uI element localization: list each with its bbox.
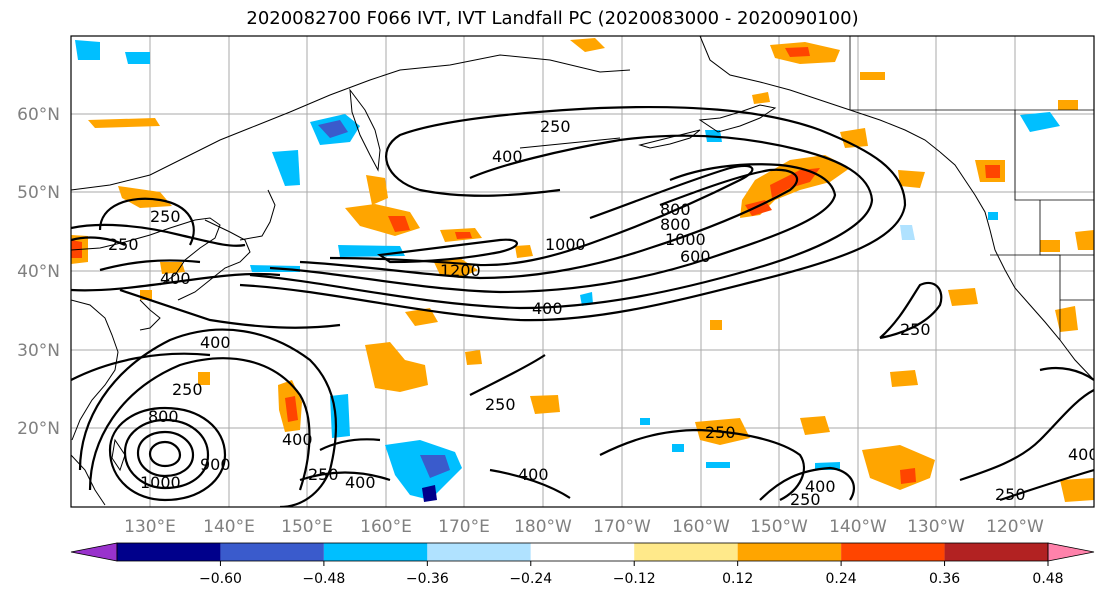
colorbar-segment <box>841 543 945 561</box>
colorbar-segment <box>634 543 738 561</box>
colorbar-segment <box>427 543 531 561</box>
lon-label: 120°W <box>986 517 1044 537</box>
contour-label: 400 <box>282 430 313 449</box>
colorbar-tick-label: −0.48 <box>302 571 345 587</box>
colorbar-tick-label: 0.12 <box>722 571 753 587</box>
contour-label: 250 <box>790 490 821 509</box>
contour-label: 400 <box>532 299 563 318</box>
colorbar-extend-max <box>1047 542 1095 562</box>
colorbar-segment <box>220 543 324 561</box>
colorbar-segment <box>323 543 428 561</box>
contour-label: 600 <box>680 247 711 266</box>
political-borders <box>849 36 1094 340</box>
contour-label: 400 <box>518 465 549 484</box>
colorbar-tick-label: −0.36 <box>406 571 449 587</box>
colorbar-segment <box>117 543 221 561</box>
latitude-labels: 60°N 50°N 40°N 30°N 20°N <box>17 105 60 439</box>
contour-label: 1000 <box>545 235 586 254</box>
contour-label: 250 <box>108 235 139 254</box>
colorbar-tick-label: −0.60 <box>199 571 242 587</box>
contour-label: 1000 <box>665 230 706 249</box>
contour-label: 400 <box>345 473 376 492</box>
contour-label: 250 <box>172 380 203 399</box>
ivt-contours <box>71 105 1094 507</box>
colorbar-segment <box>737 543 842 561</box>
lon-label: 170°W <box>593 517 651 537</box>
colorbar-outline <box>116 542 1049 562</box>
lon-label: 140°W <box>829 517 887 537</box>
lon-label: 170°E <box>438 517 490 537</box>
colorbar-segment <box>530 543 635 561</box>
colorbar: −0.60 −0.48 −0.36 −0.24 −0.12 0.12 0.24 0.36 0.4… <box>70 542 1095 587</box>
plot-title: 2020082700 F066 IVT, IVT Landfall PC (20… <box>246 8 859 29</box>
colorbar-segment <box>944 543 1048 561</box>
contour-label: 1200 <box>440 261 481 280</box>
lat-label: 40°N <box>17 262 60 282</box>
colorbar-tick-label: 0.36 <box>929 571 960 587</box>
contour-label: 800 <box>148 407 179 426</box>
lat-label: 30°N <box>17 341 60 361</box>
contour-label: 400 <box>492 147 523 166</box>
colorbar-tick-label: 0.24 <box>826 571 857 587</box>
lon-label: 150°W <box>750 517 808 537</box>
contour-label: 400 <box>1068 445 1099 464</box>
contour-labels: 250 400 250 400 1000 800 600 1200 400 25… <box>108 117 1099 509</box>
colorbar-extend-min <box>70 542 118 562</box>
contour-label: 900 <box>200 455 231 474</box>
contour-label: 800 <box>660 215 691 234</box>
lon-label: 150°E <box>281 517 333 537</box>
lon-label: 180°W <box>514 517 572 537</box>
lon-label: 160°W <box>672 517 730 537</box>
contour-label: 250 <box>150 207 181 226</box>
contour-label: 250 <box>308 465 339 484</box>
contour-label: 250 <box>900 320 931 339</box>
lat-label: 60°N <box>17 105 60 125</box>
map-frame <box>70 35 1095 508</box>
contour-label: 250 <box>995 485 1026 504</box>
contour-label: 400 <box>160 269 191 288</box>
lon-label: 160°E <box>360 517 412 537</box>
lon-label: 140°E <box>203 517 255 537</box>
colorbar-tick-label: 0.48 <box>1032 571 1063 587</box>
contour-label: 800 <box>660 200 691 219</box>
colorbar-tick-label: −0.12 <box>613 571 656 587</box>
longitude-labels: 130°E 140°E 150°E 160°E 170°E 180°W 170°… <box>124 517 1044 537</box>
lat-label: 50°N <box>17 183 60 203</box>
contour-label: 1000 <box>140 473 181 492</box>
lat-label: 20°N <box>17 419 60 439</box>
contour-label: 250 <box>705 423 736 442</box>
lon-label: 130°W <box>907 517 965 537</box>
lat-gridlines <box>71 113 1094 429</box>
contour-label: 400 <box>805 477 836 496</box>
colorbar-tick-label: −0.24 <box>509 571 552 587</box>
contour-label: 250 <box>485 395 516 414</box>
contour-label: 400 <box>200 333 231 352</box>
contour-label: 250 <box>540 117 571 136</box>
lon-label: 130°E <box>124 517 176 537</box>
